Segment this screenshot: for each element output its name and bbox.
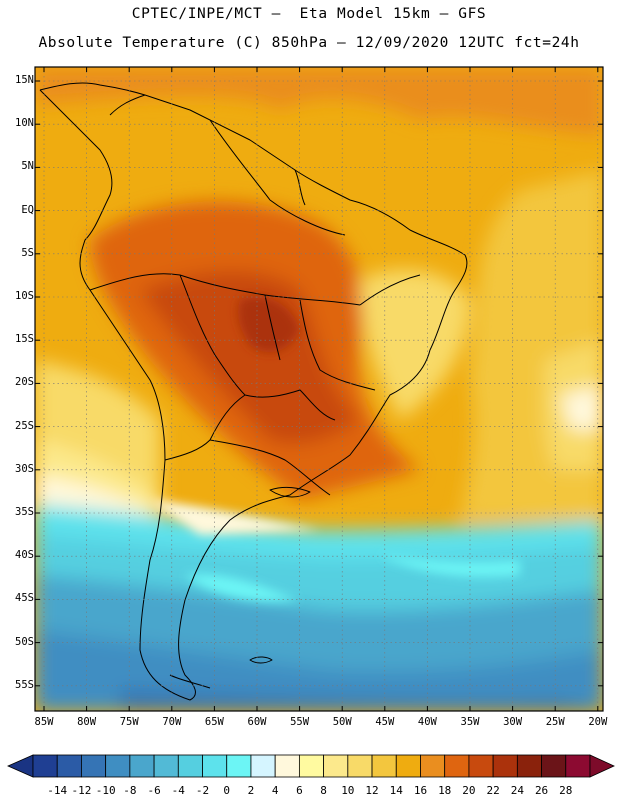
axis-ticks [35,67,603,711]
colorbar-label: -6 [147,784,161,797]
colorbar-label: 4 [271,784,279,797]
colorbar-swatch [298,754,325,778]
colorbar-under-arrow [7,754,34,778]
colorbar-swatch [395,754,421,778]
lat-label: 5S [21,246,34,259]
lon-label: 35W [460,716,480,728]
colorbar-label: 0 [223,784,231,797]
lat-label: 5N [21,160,34,173]
colorbar-label: 20 [462,784,476,797]
lon-label: 55W [290,716,310,728]
colorbar-swatch [541,754,567,778]
lon-label: 20W [588,716,608,728]
colorbar-label: -14 [47,784,68,797]
colorbar-label: -8 [123,784,137,797]
lon-label: 25W [545,716,565,728]
colorbar-label: 6 [296,784,303,797]
colorbar-swatch [129,754,155,778]
lon-label: 65W [204,716,224,728]
lon-label: 30W [503,716,523,728]
coastlines [39,82,468,701]
colorbar-label: -12 [71,784,92,797]
colorbar-swatch [202,754,228,778]
chart-title-line1: CPTEC/INPE/MCT – Eta Model 15km – GFS [131,6,487,22]
colorbar-swatch [56,754,82,778]
colorbar-swatch [153,754,179,778]
lon-label: 75W [119,716,139,728]
colorbar-label: -4 [171,784,185,797]
colorbar-swatch [81,754,107,778]
colorbar-label: 10 [341,784,355,797]
lat-label: 10S [15,290,34,302]
lat-label: EQ [21,203,34,216]
colorbar-swatch [32,754,58,778]
colorbar-swatch [492,754,518,778]
colorbar-swatch [105,754,131,778]
colorbar-swatch [516,754,542,778]
lat-label: 55S [15,678,34,691]
colorbar-swatch [177,754,203,778]
colorbar-swatch [347,754,373,778]
colorbar-label: -2 [195,784,210,797]
colorbar-swatch [323,754,349,778]
lon-label: 80W [77,716,97,728]
colorbar-label: 16 [413,784,428,797]
lon-label: 40W [417,716,437,728]
colorbar-swatch [565,754,591,778]
lat-label: 35S [15,506,34,518]
colorbar-swatch [444,754,470,778]
colorbar-label: -10 [95,784,116,797]
lon-label: 50W [332,716,352,728]
lat-label: 15S [15,333,34,346]
lat-label: 30S [15,462,34,475]
lat-label: 50S [15,635,34,648]
colorbar-swatch [468,754,494,778]
lat-label: 40S [15,549,34,562]
lon-label: 45W [375,716,395,728]
lat-label: 25S [15,419,34,432]
colorbar-label: 14 [389,784,403,797]
lon-label: 85W [34,716,54,728]
colorbar-swatch [250,754,276,778]
colorbar-swatch [226,754,252,778]
chart-title-line2: Absolute Temperature (C) 850hPa – 12/09/… [38,35,580,51]
lon-label: 60W [247,716,267,728]
graticule [35,67,603,711]
colorbar-over-arrow [589,754,615,778]
colorbar-label: 8 [320,784,327,797]
colorbar [7,754,615,778]
lon-label: 70W [162,716,182,728]
colorbar-label: 28 [559,784,573,797]
lat-label: 20S [15,376,34,389]
colorbar-swatch [371,754,397,778]
colorbar-swatch [274,754,300,778]
colorbar-label: 22 [486,784,500,797]
lat-label: 10N [15,117,34,130]
lat-label: 15N [15,74,34,86]
temperature-field [35,67,603,711]
colorbar-label: 2 [247,784,255,797]
colorbar-swatch [420,754,446,778]
map-frame [34,66,604,712]
colorbar-label: 18 [438,784,452,797]
colorbar-label: 26 [534,784,549,797]
colorbar-label: 12 [365,784,379,797]
lat-label: 45S [15,592,34,605]
colorbar-label: 24 [510,784,524,797]
